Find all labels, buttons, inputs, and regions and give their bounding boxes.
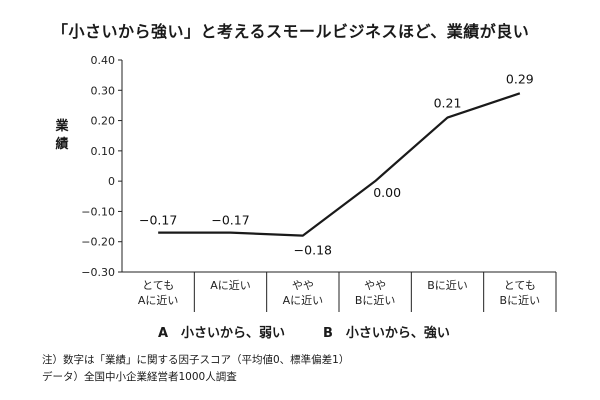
legend-a: A 小さいから、弱い [158,326,286,341]
x-tick-label: とても Aに近い [138,279,179,307]
data-source: データ）全国中小企業経営者1000人調査 [42,371,237,383]
series-line [158,92,521,237]
data-label: −0.18 [294,243,332,258]
legend-b: B 小さいから、強い [323,326,450,341]
x-tick-label: やや Bに近い [355,279,396,307]
x-tick-label: とても Bに近い [500,279,541,307]
y-axis-label: 業 績 [54,118,70,154]
series [158,92,521,237]
y-axis: 0.40 0.30 0.20 0.10 0 −0.10 −0.20 −0.30 [81,54,123,279]
y-axis-label-char: 績 [55,137,69,152]
data-label: −0.17 [211,213,249,228]
y-tick-label: −0.20 [81,236,115,249]
data-label: 0.00 [373,185,401,200]
x-tick-label: やや Aに近い [283,279,324,307]
y-axis-label-char: 業 [55,119,69,134]
y-tick-label: −0.10 [81,205,115,218]
y-tick-label: −0.30 [81,266,115,279]
x-axis: とても Aに近い Aに近い やや Aに近い やや Bに近い Bに近い とても Bに近い [122,271,557,312]
y-tick-label: 0 [108,175,115,188]
y-tick-label: 0.30 [91,84,116,97]
data-label: −0.17 [139,213,177,228]
footnote: 注）数字は「業績」に関する因子スコア（平均値0、標準偏差1） [42,354,350,366]
chart-title: 「小さいから強い」と考えるスモールビジネスほど、業績が良い [52,22,530,41]
data-labels: −0.17 −0.17 −0.18 0.00 0.21 0.29 [139,71,534,257]
data-label: 0.29 [506,71,534,86]
y-tick-label: 0.40 [91,54,116,67]
y-tick-label: 0.10 [91,145,116,158]
y-tick-label: 0.20 [91,115,116,128]
data-label: 0.21 [434,96,462,111]
x-tick-label: Bに近い [427,279,468,292]
x-tick-label: Aに近い [210,279,251,292]
